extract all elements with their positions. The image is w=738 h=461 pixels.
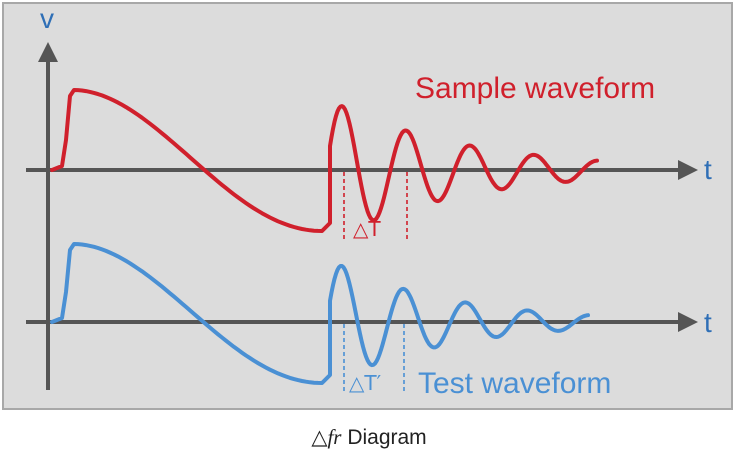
test-period-label: △T′ <box>349 371 382 395</box>
sample-waveform <box>50 88 599 233</box>
test-waveform <box>50 242 590 385</box>
sample-period-label: △T <box>353 217 381 241</box>
caption-text: Diagram <box>341 426 427 449</box>
t-axis-label-bottom: t <box>704 307 712 338</box>
v-axis-label: v <box>40 3 54 34</box>
caption-delta-symbol: △ <box>311 425 328 449</box>
caption-fr: fr <box>327 425 342 449</box>
t-axis-label-top: t <box>704 154 712 185</box>
test-waveform-label: Test waveform <box>418 367 611 400</box>
sample-waveform-label: Sample waveform <box>415 72 655 105</box>
diagram-caption: △fr Diagram <box>0 425 738 450</box>
